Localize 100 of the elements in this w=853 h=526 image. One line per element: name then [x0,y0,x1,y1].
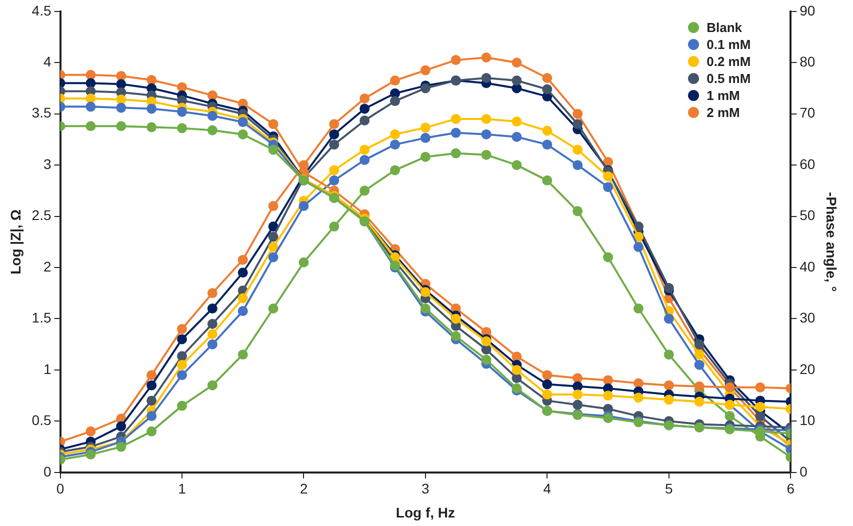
y-tick-label: 0 [43,463,52,480]
point [329,165,340,176]
point [238,268,248,278]
y2-tick-label: 10 [800,412,816,428]
point [329,222,340,232]
point [238,254,248,265]
point [481,354,492,365]
x-tick-label: 6 [786,480,795,497]
point [724,411,735,422]
point [664,394,674,405]
legend-label: 1 mM [706,88,740,104]
point [360,93,370,104]
point [512,364,522,375]
point [481,129,492,140]
point [268,119,278,130]
point [603,182,614,192]
point [176,360,187,370]
point [572,108,583,119]
point [238,293,248,304]
point [86,426,96,436]
point [542,72,552,83]
point [298,257,309,268]
point [390,96,400,106]
y2-tick-label: 0 [800,463,808,480]
point [450,331,461,342]
point [694,396,704,407]
point [116,421,126,432]
point [116,94,126,104]
point [450,55,461,66]
point [238,129,248,140]
point [542,390,552,400]
y2-tick-label: 30 [800,310,816,326]
point [420,83,430,94]
point [207,110,218,121]
point [512,160,522,170]
point [268,303,278,314]
point [481,72,492,83]
legend-label: 0.5 mM [706,71,751,86]
point [755,402,766,412]
point [512,58,522,68]
point [390,76,400,86]
point [512,132,522,142]
point [572,144,583,155]
point [664,350,674,360]
point [542,140,552,150]
point [664,380,674,390]
y2-tick-label: 20 [800,360,816,377]
point [329,175,340,186]
point [176,324,187,334]
y-tick-label: 4.5 [32,2,52,18]
y-tick-label: 1 [43,360,52,377]
point [207,303,218,314]
point [450,114,461,124]
x-tick-label: 3 [422,480,430,497]
point [86,93,96,104]
y2-tick-label: 50 [800,207,816,224]
point [542,126,552,136]
point [146,411,157,422]
y2-tick-label: 90 [800,2,816,18]
y-tick-label: 0.5 [32,412,52,428]
x-tick-label: 0 [56,480,64,497]
point [86,70,96,80]
y2-tick-label: 40 [800,258,816,274]
point [146,380,157,390]
y2-tick-label: 70 [800,104,816,121]
point [755,382,766,392]
legend-label: 0.1 mM [706,37,751,52]
y2-tick-label: 80 [800,53,816,70]
point [390,129,400,140]
point [207,329,218,340]
point [542,379,552,390]
point [450,128,461,138]
point [360,104,370,114]
x-tick-label: 2 [300,480,308,497]
point [390,260,400,270]
point [116,102,126,113]
point [86,121,96,132]
point [572,390,583,400]
point [238,117,248,128]
point [268,242,278,252]
point [420,132,430,143]
point [603,375,614,386]
point [146,370,157,380]
point [450,148,461,158]
point [268,201,278,212]
point [268,252,278,262]
point [146,426,157,436]
point [176,123,187,134]
point [268,232,278,242]
point [664,314,674,324]
point [664,283,674,293]
x-axis-title: Log f, Hz [396,504,455,520]
point [694,360,704,370]
point [176,334,187,344]
point [86,449,96,460]
point [572,381,583,392]
point [420,152,430,162]
point [329,129,340,140]
point [694,381,704,392]
point [146,104,157,114]
